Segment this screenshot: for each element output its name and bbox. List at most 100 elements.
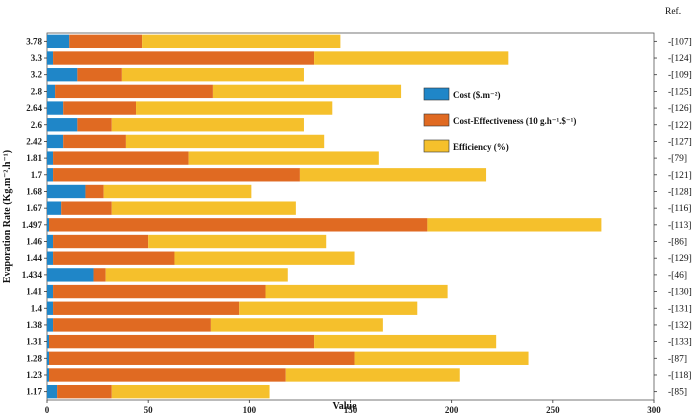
bar-0-row-20 [47,368,50,382]
y-tick-label: 1.7 [31,170,43,180]
y-tick-label: 1.4 [31,303,43,313]
legend-swatch-2 [423,139,450,153]
bar-0-row-1 [47,51,54,65]
ref-label: -[79] [668,154,687,164]
bar-0-row-17 [47,318,54,332]
bar-2-row-1 [314,51,509,65]
ref-label: -[87] [668,354,687,364]
bar-0-row-10 [47,201,62,215]
bar-0-row-19 [47,351,50,365]
ref-label: -[124] [668,54,692,64]
y-tick-label: 1.41 [26,287,42,297]
y-tick-label: 2.6 [31,120,43,130]
bar-0-row-16 [47,301,54,315]
bar-1-row-3 [55,84,213,99]
ref-label: -[116] [668,204,691,214]
ref-label: -[125] [668,87,692,97]
y-axis-title: Evaporation Rate (Kg.m⁻².h⁻¹) [2,150,13,283]
ref-label: -[85] [668,388,687,398]
bar-2-row-8 [299,168,487,182]
y-tick-label: 2.8 [31,86,43,96]
ref-label: -[118] [668,371,691,381]
bar-2-row-9 [103,184,252,199]
y-tick-label: 1.44 [26,253,42,263]
legend-label-2: Efficiency (%) [453,142,509,152]
bar-1-row-9 [85,184,104,199]
bar-1-row-0 [69,34,143,49]
bar-2-row-11 [427,218,602,232]
y-tick-label: 1.81 [26,153,42,163]
y-tick-label: 3.2 [31,70,43,80]
y-tick-label: 1.28 [26,353,42,363]
bar-1-row-7 [53,151,189,165]
y-tick-label: 1.46 [26,237,42,247]
x-tick-label: 100 [243,405,257,413]
bar-2-row-7 [188,151,379,165]
ref-label: -[109] [668,71,692,81]
x-tick-label: 50 [144,405,154,413]
bar-1-row-19 [49,351,355,365]
x-tick-label: 150 [344,405,358,413]
legend-swatch-1 [423,113,450,127]
bar-1-row-21 [57,384,112,399]
bar-0-row-13 [47,251,54,265]
bar-2-row-13 [174,251,355,265]
ref-label: -[127] [668,137,692,147]
bar-0-row-11 [47,218,50,232]
bar-2-row-21 [111,384,270,399]
bar-0-row-7 [47,151,54,165]
ref-label: -[130] [668,288,692,298]
ref-label: -[107] [668,37,692,47]
bar-1-row-20 [49,368,286,382]
legend-label-0: Cost ($.m⁻²) [453,90,500,100]
y-tick-label: 1.31 [26,337,42,347]
y-tick-label: 1.434 [22,270,43,280]
bar-1-row-13 [53,251,175,265]
ref-label: -[121] [668,171,692,181]
bar-2-row-17 [210,318,383,332]
x-tick-label: 200 [445,405,459,413]
y-tick-label: 3.78 [26,36,42,46]
y-tick-label: 3.3 [31,53,43,63]
bar-1-row-4 [63,101,137,115]
bar-0-row-18 [47,334,50,349]
bar-1-row-16 [53,301,240,315]
bar-2-row-2 [121,68,304,82]
bar-2-row-20 [285,368,460,382]
y-tick-label: 2.42 [26,136,42,146]
bar-1-row-2 [77,68,122,82]
bar-0-row-12 [47,234,54,249]
y-tick-label: 1.17 [26,387,42,397]
ref-label: -[133] [668,338,692,348]
x-tick-label: 250 [546,405,560,413]
bar-2-row-16 [239,301,418,315]
bar-0-row-4 [47,101,64,115]
bar-0-row-3 [47,84,56,99]
bar-0-row-0 [47,34,70,49]
bar-1-row-14 [93,268,106,282]
bar-2-row-19 [354,351,529,365]
bar-0-row-9 [47,184,86,199]
bar-2-row-0 [142,34,341,49]
bar-0-row-8 [47,168,54,182]
ref-label: -[131] [668,304,692,314]
ref-label: -[46] [668,271,687,281]
ref-label: -[126] [668,104,692,114]
x-axis-title: Value [332,401,357,412]
bar-0-row-6 [47,134,64,149]
bar-0-row-2 [47,68,78,82]
y-tick-label: 1.38 [26,320,42,330]
bar-0-row-14 [47,268,94,282]
bar-1-row-1 [53,51,315,65]
bar-1-row-5 [77,118,112,132]
ref-label: -[128] [668,187,692,197]
bar-2-row-3 [212,84,402,99]
legend-swatch-0 [423,87,450,101]
bar-1-row-11 [49,218,428,232]
bar-2-row-5 [111,118,304,132]
ref-label: -[86] [668,238,687,248]
bar-2-row-4 [136,101,333,115]
bar-1-row-12 [53,234,149,249]
